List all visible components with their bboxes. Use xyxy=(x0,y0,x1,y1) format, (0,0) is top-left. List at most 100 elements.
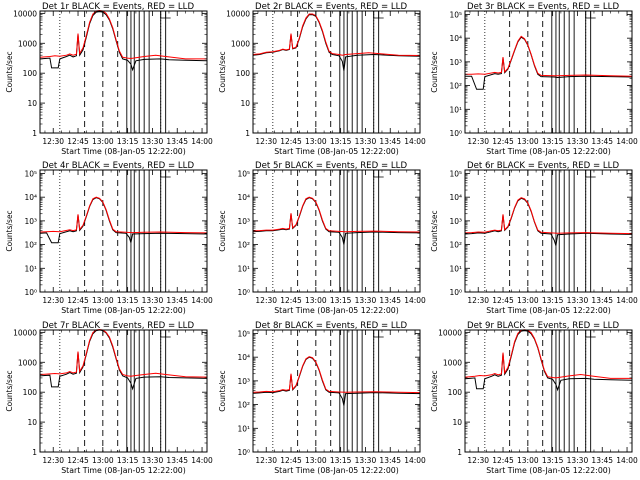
x-tick-label: 14:00 xyxy=(616,137,638,146)
top-bracket-mark xyxy=(165,170,171,178)
top-bracket-mark xyxy=(165,330,171,338)
y-tick-label: 10000 xyxy=(438,328,462,337)
top-bracket-mark xyxy=(378,170,384,178)
x-tick-label: 13:00 xyxy=(517,456,539,465)
y-tick-label: 100 xyxy=(236,69,251,78)
x-tick-label: 13:30 xyxy=(567,296,589,305)
y-tick-label: 10 xyxy=(27,99,37,108)
panel-title: Det 3r BLACK = Events, RED = LLD xyxy=(467,2,619,12)
x-tick-label: 14:00 xyxy=(191,137,213,146)
x-axis-label: Start Time (08-Jan-05 12:22:00) xyxy=(274,147,399,156)
x-tick-label: 13:30 xyxy=(142,456,164,465)
events-series-line xyxy=(465,36,633,90)
y-tick-label: 1000 xyxy=(18,39,37,48)
x-tick-label: 13:00 xyxy=(517,137,539,146)
x-tick-label: 12:30 xyxy=(255,456,277,465)
detector-panel: Det 5r BLACK = Events, RED = LLD 10⁰ 10¹ 10… xyxy=(218,161,426,315)
x-tick-label: 13:00 xyxy=(305,137,327,146)
x-tick-label: 13:30 xyxy=(567,456,589,465)
x-tick-label: 14:00 xyxy=(191,296,213,305)
y-tick-label: 10 xyxy=(452,418,462,427)
x-tick-label: 12:45 xyxy=(67,456,89,465)
y-tick-label: 10⁵ xyxy=(237,169,250,178)
x-tick-label: 14:00 xyxy=(191,456,213,465)
panel-title: Det 2r BLACK = Events, RED = LLD xyxy=(255,2,407,12)
top-bracket-mark xyxy=(160,170,166,178)
x-tick-label: 13:00 xyxy=(92,456,114,465)
x-axis-label: Start Time (08-Jan-05 12:22:00) xyxy=(486,466,611,475)
lld-series-line xyxy=(464,329,632,379)
y-tick-label: 10⁰ xyxy=(24,288,37,297)
time-markers xyxy=(59,11,171,133)
y-tick-label: 10³ xyxy=(237,377,250,386)
y-tick-label: 10000 xyxy=(13,9,37,18)
time-markers xyxy=(484,11,596,133)
y-tick-label: 10 xyxy=(240,99,250,108)
y-tick-label: 100 xyxy=(23,69,38,78)
lld-series-line xyxy=(465,35,633,77)
time-markers xyxy=(272,11,384,133)
x-tick-label: 12:30 xyxy=(42,137,64,146)
x-tick-label: 13:00 xyxy=(305,296,327,305)
detector-panel: Det 4r BLACK = Events, RED = LLD 10⁰ 10¹ 10… xyxy=(5,161,213,315)
x-axis-label: Start Time (08-Jan-05 12:22:00) xyxy=(61,466,186,475)
y-tick-label: 10⁰ xyxy=(449,288,462,297)
plot-frame xyxy=(39,329,208,453)
x-tick-label: 13:45 xyxy=(379,456,401,465)
top-bracket-mark xyxy=(373,170,379,178)
x-tick-label: 12:45 xyxy=(67,296,89,305)
detector-panel: Det 2r BLACK = Events, RED = LLD 1 10 100 10… xyxy=(218,2,426,156)
y-tick-label: 10² xyxy=(24,241,37,250)
x-tick-label: 14:00 xyxy=(616,456,638,465)
x-tick-label: 14:00 xyxy=(404,456,426,465)
y-tick-label: 1 xyxy=(245,129,250,138)
top-bracket-mark xyxy=(373,11,379,19)
x-axis-label: Start Time (08-Jan-05 12:22:00) xyxy=(274,466,399,475)
x-tick-label: 13:15 xyxy=(117,456,139,465)
plot-frame xyxy=(252,169,421,293)
events-series-line xyxy=(39,11,208,72)
top-bracket-mark xyxy=(160,11,166,19)
events-series-line xyxy=(39,197,208,244)
lld-series-line xyxy=(464,197,633,235)
y-tick-label: 10³ xyxy=(237,217,250,226)
x-tick-label: 12:30 xyxy=(255,137,277,146)
x-tick-label: 13:00 xyxy=(517,296,539,305)
y-tick-label: 100 xyxy=(448,388,463,397)
x-tick-label: 13:45 xyxy=(379,137,401,146)
top-bracket-mark xyxy=(378,330,384,338)
x-tick-label: 12:45 xyxy=(492,456,514,465)
y-tick-label: 10⁵ xyxy=(449,169,462,178)
y-tick-label: 10¹ xyxy=(449,105,462,114)
y-tick-label: 10³ xyxy=(24,217,37,226)
y-tick-label: 10⁴ xyxy=(24,193,37,202)
y-axis-label: Counts/sec xyxy=(430,51,439,92)
x-tick-label: 12:45 xyxy=(280,296,302,305)
time-markers xyxy=(484,170,596,292)
x-tick-label: 13:15 xyxy=(542,296,564,305)
events-series-line xyxy=(464,197,633,246)
x-tick-label: 12:45 xyxy=(492,137,514,146)
x-tick-label: 13:15 xyxy=(117,137,139,146)
x-tick-label: 13:45 xyxy=(591,296,613,305)
x-tick-label: 14:00 xyxy=(404,296,426,305)
top-bracket-mark xyxy=(378,11,384,19)
panel-title: Det 4r BLACK = Events, RED = LLD xyxy=(42,161,194,171)
top-bracket-mark xyxy=(160,330,166,338)
x-axis-label: Start Time (08-Jan-05 12:22:00) xyxy=(486,147,611,156)
x-tick-label: 12:30 xyxy=(255,296,277,305)
y-tick-label: 10² xyxy=(237,401,250,410)
y-axis-label: Counts/sec xyxy=(218,51,227,92)
x-tick-label: 13:45 xyxy=(591,456,613,465)
y-tick-label: 10¹ xyxy=(24,264,37,273)
y-tick-label: 10⁵ xyxy=(449,10,462,19)
y-tick-label: 10⁰ xyxy=(237,448,250,457)
y-tick-label: 1000 xyxy=(231,39,250,48)
time-markers xyxy=(272,330,384,452)
plot-frame xyxy=(464,10,633,134)
x-tick-label: 13:30 xyxy=(355,456,377,465)
x-tick-label: 13:45 xyxy=(166,296,188,305)
x-tick-label: 13:45 xyxy=(166,456,188,465)
x-tick-label: 12:30 xyxy=(467,137,489,146)
